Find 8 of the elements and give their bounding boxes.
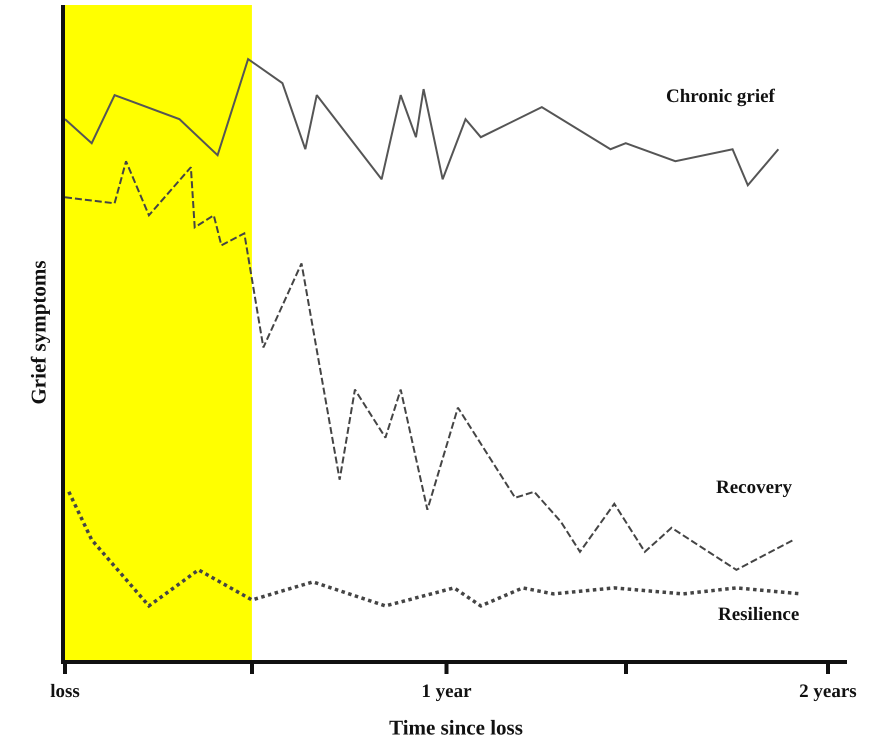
x-tick-label: 2 years: [799, 680, 857, 702]
x-tick-label: loss: [50, 680, 80, 702]
x-axis-title: Time since loss: [389, 716, 523, 740]
text: Chronic grief: [666, 86, 776, 107]
text: Recovery: [716, 477, 792, 498]
y-axis-title: Grief symptoms: [26, 260, 51, 405]
series-label: Resilience: [718, 604, 800, 625]
x-tick-label: 1 year: [421, 680, 472, 702]
